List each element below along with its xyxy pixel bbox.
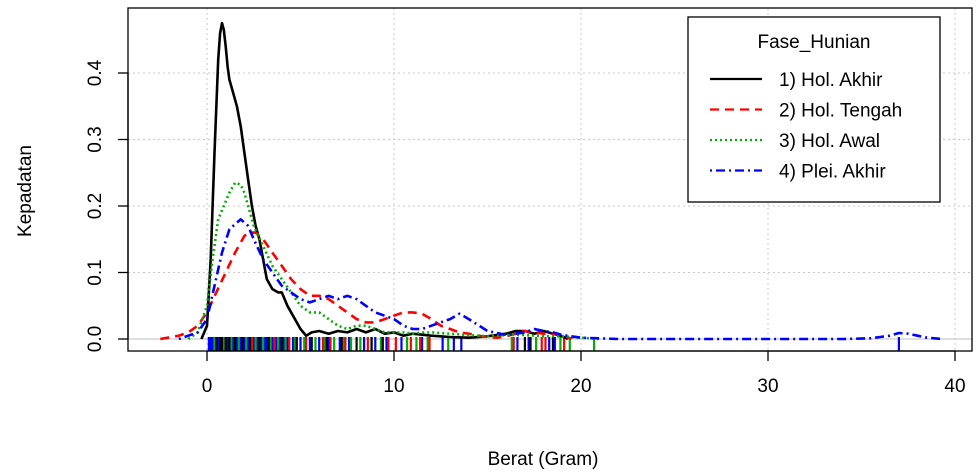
- y-tick-label: 0.2: [85, 193, 106, 219]
- legend-label: 2) Hol. Tengah: [779, 101, 902, 122]
- y-axis-title: Kepadatan: [15, 145, 36, 237]
- y-tick-label: 0.3: [85, 126, 106, 152]
- series-line: [200, 21, 569, 341]
- rug-plot: [207, 337, 901, 351]
- y-axis: 0.0 0.1 0.2 0.3 0.4: [85, 59, 129, 352]
- density-lines: [160, 21, 943, 341]
- x-axis: 0 10 20 30 40: [202, 350, 966, 397]
- series-line: [187, 181, 600, 341]
- x-tick-label: 40: [944, 376, 965, 397]
- series-line: [160, 231, 573, 341]
- x-tick-label: 10: [383, 376, 404, 397]
- x-axis-title: Berat (Gram): [488, 449, 599, 470]
- legend-label: 3) Hol. Awal: [779, 131, 880, 152]
- legend-label: 1) Hol. Akhir: [779, 70, 883, 91]
- y-tick-label: 0.0: [85, 326, 106, 352]
- legend: Fase_Hunian 1) Hol. Akhir 2) Hol. Tengah 3…: [687, 16, 941, 203]
- x-tick-label: 20: [570, 376, 591, 397]
- y-tick-label: 0.4: [85, 59, 106, 86]
- y-tick-label: 0.1: [85, 259, 106, 285]
- x-tick-label: 0: [202, 376, 213, 397]
- series-line: [178, 218, 943, 341]
- legend-title: Fase_Hunian: [757, 32, 870, 53]
- x-tick-label: 30: [757, 376, 778, 397]
- legend-label: 4) Plei. Akhir: [779, 162, 886, 183]
